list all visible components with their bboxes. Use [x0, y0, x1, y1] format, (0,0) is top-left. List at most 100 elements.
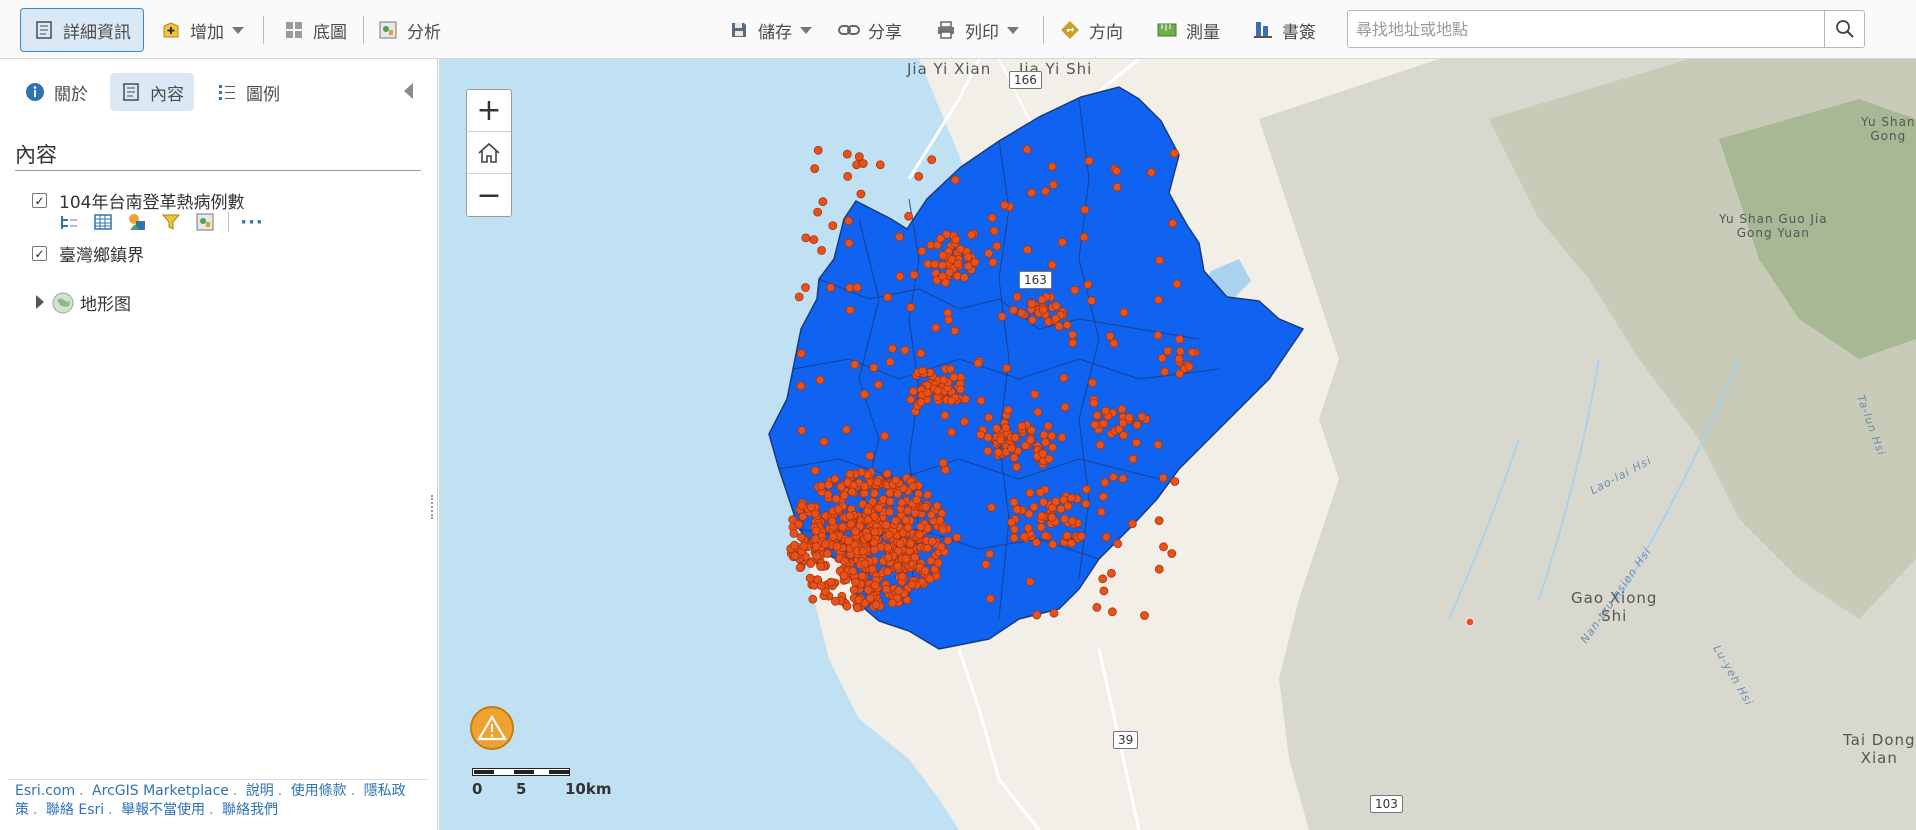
case-point[interactable] [976, 430, 985, 440]
case-point[interactable] [1137, 412, 1147, 422]
case-point[interactable] [789, 528, 799, 538]
case-point[interactable] [857, 571, 867, 581]
case-point[interactable] [880, 431, 890, 441]
case-point[interactable] [865, 451, 875, 461]
case-point[interactable] [936, 542, 946, 552]
footer-link-help[interactable]: 說明 [245, 783, 274, 799]
case-point[interactable] [893, 489, 903, 499]
case-point[interactable] [875, 160, 885, 170]
case-point[interactable] [870, 527, 880, 537]
case-point[interactable] [1017, 308, 1026, 318]
case-point[interactable] [952, 271, 962, 281]
case-point[interactable] [873, 380, 883, 390]
case-point[interactable] [1128, 454, 1138, 464]
case-point[interactable] [817, 245, 827, 255]
case-point[interactable] [1099, 419, 1109, 429]
directions-button[interactable]: 方向 [1059, 8, 1123, 52]
case-point[interactable] [1119, 430, 1128, 440]
case-point[interactable] [870, 581, 880, 590]
case-point[interactable] [790, 540, 799, 550]
case-point[interactable] [917, 246, 927, 256]
case-point[interactable] [944, 268, 954, 278]
case-point[interactable] [1112, 182, 1122, 192]
case-point[interactable] [1056, 504, 1066, 514]
case-point[interactable] [806, 559, 816, 568]
case-point[interactable] [816, 581, 826, 590]
save-button[interactable]: 儲存 [728, 8, 812, 52]
case-point[interactable] [984, 413, 994, 422]
case-point[interactable] [1021, 441, 1030, 451]
case-point[interactable] [885, 357, 895, 367]
case-point[interactable] [1153, 330, 1163, 340]
case-point[interactable] [901, 554, 911, 564]
case-point[interactable] [916, 349, 926, 358]
case-point[interactable] [845, 305, 855, 315]
case-point[interactable] [799, 541, 809, 551]
case-point[interactable] [947, 427, 956, 437]
case-point[interactable] [987, 213, 997, 223]
case-point[interactable] [891, 475, 901, 485]
case-point[interactable] [1029, 502, 1039, 512]
case-point[interactable] [916, 397, 926, 407]
attribute-table-icon[interactable] [92, 211, 114, 233]
case-point[interactable] [1047, 260, 1057, 270]
case-point[interactable] [1041, 437, 1050, 447]
case-point[interactable] [867, 564, 877, 574]
case-point[interactable] [993, 447, 1003, 457]
bookmarks-button[interactable]: 書簽 [1252, 8, 1316, 52]
case-point[interactable] [1170, 148, 1179, 158]
case-point[interactable] [828, 532, 838, 542]
case-point[interactable] [1089, 398, 1099, 408]
case-point[interactable] [1038, 449, 1048, 459]
case-point[interactable] [796, 532, 806, 542]
case-point[interactable] [947, 255, 957, 265]
case-point[interactable] [956, 384, 965, 394]
case-point[interactable] [1109, 338, 1119, 348]
case-point[interactable] [927, 537, 937, 546]
case-point[interactable] [1017, 421, 1027, 431]
case-point[interactable] [951, 235, 961, 245]
case-point[interactable] [842, 149, 852, 159]
case-point[interactable] [1012, 462, 1021, 472]
case-point[interactable] [985, 549, 994, 559]
case-point[interactable] [818, 197, 828, 207]
case-point[interactable] [964, 261, 973, 271]
case-point[interactable] [898, 528, 908, 538]
case-point[interactable] [1154, 564, 1164, 574]
case-point[interactable] [973, 358, 983, 368]
case-point[interactable] [796, 381, 806, 391]
case-point[interactable] [813, 145, 823, 155]
case-point[interactable] [910, 552, 920, 562]
case-point[interactable] [1048, 539, 1058, 549]
basemap-button[interactable]: 底圖 [283, 8, 347, 52]
case-point[interactable] [1132, 420, 1142, 430]
case-point[interactable] [1009, 497, 1019, 507]
case-point[interactable] [1002, 363, 1012, 373]
case-point[interactable] [1081, 499, 1091, 509]
case-point[interactable] [1049, 608, 1059, 618]
case-point[interactable] [1083, 280, 1093, 290]
case-point[interactable] [1070, 285, 1080, 295]
case-point[interactable] [956, 244, 965, 254]
case-point[interactable] [887, 344, 897, 354]
case-point[interactable] [1025, 577, 1035, 587]
case-point[interactable] [1000, 200, 1009, 210]
case-point[interactable] [797, 501, 807, 510]
case-point[interactable] [939, 375, 949, 385]
case-point[interactable] [920, 566, 930, 576]
case-point[interactable] [819, 437, 829, 447]
case-point[interactable] [923, 490, 933, 500]
case-point[interactable] [1101, 406, 1111, 416]
case-point[interactable] [927, 155, 937, 164]
case-point[interactable] [895, 539, 905, 549]
case-point[interactable] [1117, 404, 1127, 414]
case-point[interactable] [850, 360, 860, 369]
case-point[interactable] [1160, 367, 1170, 377]
case-point[interactable] [1105, 331, 1115, 341]
case-point[interactable] [845, 469, 855, 479]
case-point[interactable] [1092, 410, 1102, 420]
case-point[interactable] [815, 375, 825, 385]
case-point[interactable] [826, 283, 836, 292]
case-point[interactable] [810, 164, 820, 173]
case-point[interactable] [865, 593, 875, 603]
